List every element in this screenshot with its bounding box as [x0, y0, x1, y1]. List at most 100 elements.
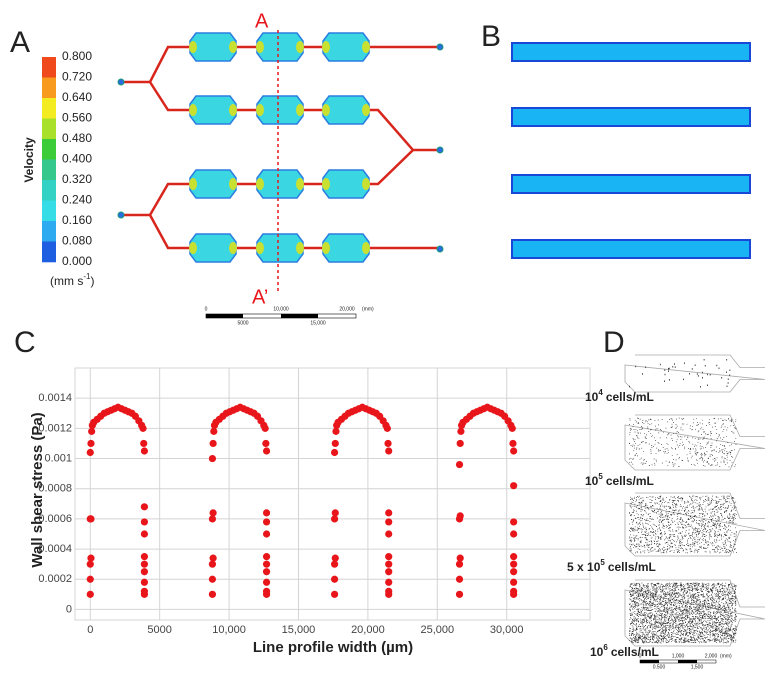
- data-point: [139, 424, 147, 432]
- data-point: [209, 509, 217, 517]
- colorbar-label: 0.320: [62, 172, 92, 186]
- data-point: [510, 482, 518, 490]
- data-point: [510, 560, 518, 568]
- data-point: [262, 568, 271, 576]
- data-point: [510, 553, 518, 561]
- chamber-outlet: [296, 104, 304, 116]
- data-point: [87, 439, 95, 448]
- data-point: [262, 590, 271, 598]
- data-point: [86, 560, 94, 568]
- scale-label: (mm): [362, 306, 374, 312]
- data-point: [86, 448, 94, 457]
- data-point: [384, 439, 392, 448]
- colorbar-swatch: [42, 118, 56, 140]
- section-bar: [511, 107, 751, 127]
- unit-exp: -1: [83, 272, 91, 281]
- cells: [629, 582, 737, 644]
- y-tick-label: 0.0014: [38, 392, 72, 404]
- data-point: [140, 553, 149, 561]
- data-point: [140, 447, 149, 455]
- data-point: [262, 560, 271, 568]
- data-point: [510, 590, 518, 598]
- data-point: [140, 518, 149, 526]
- colorbar-swatch: [42, 159, 56, 181]
- y-tick-label: 0.0006: [38, 513, 72, 525]
- data-point: [455, 575, 464, 583]
- chamber-inlet: [322, 41, 330, 53]
- chamber-inlet: [322, 104, 330, 116]
- chamber-outlet: [362, 242, 370, 254]
- data-point: [510, 530, 518, 538]
- data-point: [87, 554, 95, 562]
- colorbar-swatch: [42, 200, 56, 222]
- x-tick-label: 20,000: [351, 624, 385, 636]
- colorbar-label: 0.560: [62, 111, 92, 125]
- section-bar: [511, 239, 751, 259]
- label-unit: cells/mL: [608, 560, 656, 574]
- port: [436, 245, 444, 253]
- cells: [629, 495, 737, 554]
- data-point: [262, 447, 271, 455]
- chamber-inlet: [189, 41, 197, 53]
- x-tick-label: 25,000: [420, 624, 454, 636]
- unit-text: ): [90, 274, 94, 288]
- chamber-outline: [624, 414, 766, 471]
- data-point: [140, 530, 149, 538]
- data-point: [510, 578, 518, 586]
- scale-bar-segment: [678, 660, 697, 663]
- section-bar: [511, 42, 751, 62]
- scale-label: 5000: [237, 320, 248, 326]
- data-point: [456, 554, 464, 562]
- colorbar-swatch: [42, 180, 56, 201]
- chamber-outlet: [229, 41, 237, 53]
- chamber-outlet: [229, 178, 237, 190]
- section-label: A’: [252, 286, 268, 308]
- label-unit: cells/mL: [606, 474, 654, 488]
- x-tick-label: 5000: [147, 624, 171, 636]
- data-point: [385, 509, 393, 517]
- data-point: [208, 454, 217, 463]
- data-point: [510, 568, 518, 576]
- scale-bar: 0 10,000 20,000 (mm) 5000 15,000: [205, 306, 374, 326]
- data-point: [262, 578, 271, 586]
- data-point: [330, 448, 339, 457]
- scale-label: 10,000: [273, 306, 289, 312]
- data-point: [262, 518, 271, 526]
- y-tick-label: 0.0012: [38, 422, 72, 434]
- chamber-inlet: [256, 242, 264, 254]
- data-point: [87, 515, 95, 523]
- chamber-inlet: [322, 178, 330, 190]
- chamber-inlet: [256, 41, 264, 53]
- chamber-outlet: [296, 41, 304, 53]
- data-point: [508, 424, 516, 432]
- data-point: [208, 515, 217, 523]
- x-tick-label: 30,000: [490, 624, 524, 636]
- scale-label: 20,000: [339, 306, 355, 312]
- colorbar-swatch: [42, 139, 56, 160]
- colorbar-label: 0.240: [62, 193, 92, 207]
- data-point: [262, 553, 271, 561]
- chamber-outline: [624, 492, 766, 557]
- data-point: [385, 560, 393, 568]
- colorbar-swatch: [42, 98, 56, 119]
- data-point: [86, 590, 94, 598]
- data-point: [457, 427, 465, 435]
- label-exp: 6: [603, 643, 608, 652]
- density-label: 5 x 105 cells/mL: [567, 558, 656, 574]
- data-point: [385, 553, 393, 561]
- data-point: [509, 439, 517, 448]
- data-point: [331, 439, 339, 448]
- chamber-inlet: [189, 104, 197, 116]
- data-point: [456, 512, 464, 520]
- data-point: [385, 568, 393, 576]
- y-tick-label: 0: [66, 603, 72, 615]
- y-tick-label: 0.0004: [38, 543, 72, 555]
- colorbar-swatch: [42, 57, 56, 78]
- port: [117, 78, 125, 86]
- section-bar: [511, 174, 751, 194]
- density-label: 105 cells/mL: [585, 472, 654, 488]
- scatter-chart: 0 0.0002 0.0004 0.0006 0.0008 0.001 0.0012 0.00…: [38, 367, 591, 636]
- data-point: [208, 575, 217, 583]
